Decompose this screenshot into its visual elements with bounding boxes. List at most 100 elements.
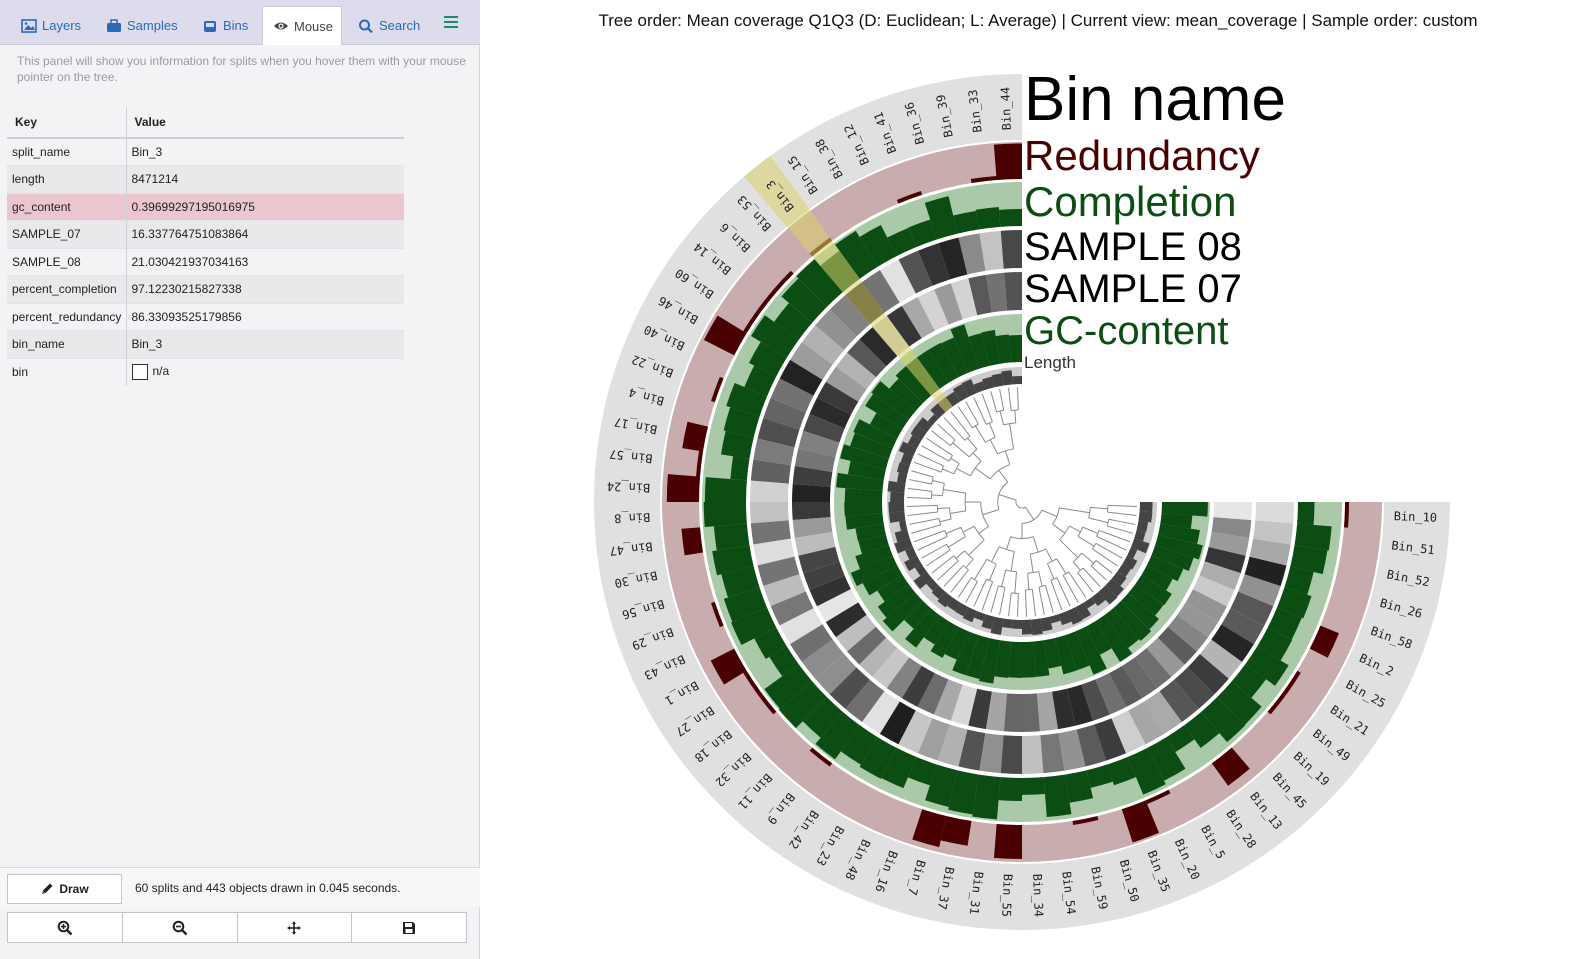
redundancy-ring-bar [1121,800,1160,843]
redundancy-ring-bar [1211,747,1250,786]
tab-samples-label: Samples [127,18,178,33]
legend-layer-name: Redundancy [1024,132,1260,179]
sample-08-ring-cell [750,459,791,484]
completion-ring-bar [769,646,799,677]
completion-ring-bar [859,737,897,779]
bin-label[interactable]: Bin_24 [607,479,651,495]
length-ring-bar [889,511,906,523]
gc-content-ring-bar [858,534,889,554]
bin-label[interactable]: Bin_10 [1393,509,1437,525]
sample-08-ring-cell [829,667,871,709]
gc-content-ring-bar [862,565,903,596]
completion-ring-bar [723,407,760,438]
bin-label[interactable]: Bin_31 [967,871,986,916]
bin-label[interactable]: Bin_55 [999,873,1015,917]
circular-phylogram[interactable]: Bin_44Bin_33Bin_39Bin_36Bin_41Bin_12Bin_… [481,40,1595,945]
bin-color-swatch[interactable] [131,364,148,380]
length-ring-bar [1022,619,1033,635]
redundancy-ring-bar [993,824,1022,859]
length-ring-bar [1012,376,1022,385]
sample-07-ring-cell [1167,614,1209,652]
sample-08-ring-cell [1159,679,1199,723]
save-button[interactable] [351,912,467,943]
length-ring-bar [1031,618,1043,635]
hamburger-menu-icon[interactable] [444,16,460,30]
length-ring-bar [1067,607,1083,625]
sample-08-ring-cell [757,556,800,587]
completion-ring-bar [859,225,897,267]
sample-08-ring-cell [879,259,916,303]
row-value: 97.12230215827338 [126,275,404,303]
tab-layers[interactable]: Layers [11,6,93,45]
redundancy-ring-bar [1267,691,1287,715]
save-icon [403,921,416,934]
legend-layer-name: SAMPLE 08 [1024,225,1242,269]
gc-content-ring-bar [855,545,893,570]
length-ring-bar [926,578,939,592]
bin-label[interactable]: Bin_8 [614,510,651,525]
zoom-out-button[interactable] [121,912,238,943]
sample-07-ring-cell [1134,647,1172,689]
sample-07-ring-cell [1122,657,1158,699]
completion-ring-bar [774,302,813,340]
bin-label[interactable]: Bin_54 [1059,871,1078,916]
length-ring-bar [1134,529,1146,542]
length-ring-bar [890,491,905,502]
bin-label[interactable]: Bin_47 [609,539,654,558]
image-icon [21,18,37,33]
center-button[interactable] [236,912,353,943]
sample-08-ring-cell [1244,556,1287,587]
completion-ring-bar [925,764,958,807]
bin-label[interactable]: Bin_33 [966,89,985,134]
zoom-in-button[interactable] [7,912,123,943]
gc-content-ring-bar [844,488,883,502]
draw-button[interactable]: Draw [7,874,122,904]
length-ring-bar [1075,602,1092,620]
completion-ring-bar [972,774,1001,820]
bin-label[interactable]: Bin_44 [998,87,1014,131]
gc-content-ring-bar [941,337,969,378]
completion-ring-bar [751,315,799,358]
length-ring-bar [894,538,913,554]
gc-content-ring-bar [930,621,959,658]
completion-ring-bar [712,545,754,576]
sample-07-ring-cell [859,637,898,677]
sample-08-ring-cell [958,729,986,771]
tab-bins[interactable]: Bins [192,6,254,45]
sample-08-ring-cell [1249,538,1291,566]
redundancy-ring-bar [682,421,708,452]
sample-08-ring-cell [763,574,806,607]
sample-07-ring-cell [950,278,978,320]
bin-label[interactable]: Bin_34 [1030,873,1046,917]
table-row: length 8471214 [7,165,404,193]
sample-07-ring-cell [1003,272,1022,311]
gc-content-ring-bar [1112,600,1152,641]
bin-label[interactable]: Bin_57 [609,447,654,466]
tab-samples[interactable]: Samples [96,6,186,45]
redundancy-ring-bar [1283,670,1301,695]
sample-08-ring-cell [937,724,968,767]
table-row: split_name Bin_3 [7,137,404,166]
length-ring-bar [1105,578,1124,597]
tab-mouse[interactable]: Mouse [262,6,342,45]
row-key: percent_redundancy [7,302,127,331]
legend-layer-name: Completion [1024,178,1236,225]
completion-ring-bar [998,777,1022,801]
gc-content-ring-bar [1158,523,1200,545]
gc-content-ring-bar [981,329,1001,366]
completion-ring-bar [999,208,1022,227]
sample-07-ring-cell [986,272,1007,313]
row-value: 8471214 [126,165,404,193]
sample-08-ring-cell [815,653,857,695]
tab-search[interactable]: Search [348,6,428,45]
legend-layer-name: SAMPLE 07 [1024,267,1242,311]
bin-label[interactable]: Bin_51 [1391,538,1436,557]
legend-layer-name: GC-content [1024,309,1229,353]
length-ring-bar [907,434,922,449]
sample-08-ring-cell [1199,639,1243,679]
sample-08-ring-cell [770,378,814,413]
sample-07-ring-cell [794,532,836,556]
sample-07-ring-cell [933,679,963,721]
completion-ring-bar [713,523,750,551]
sample-08-ring-cell [979,230,1004,271]
